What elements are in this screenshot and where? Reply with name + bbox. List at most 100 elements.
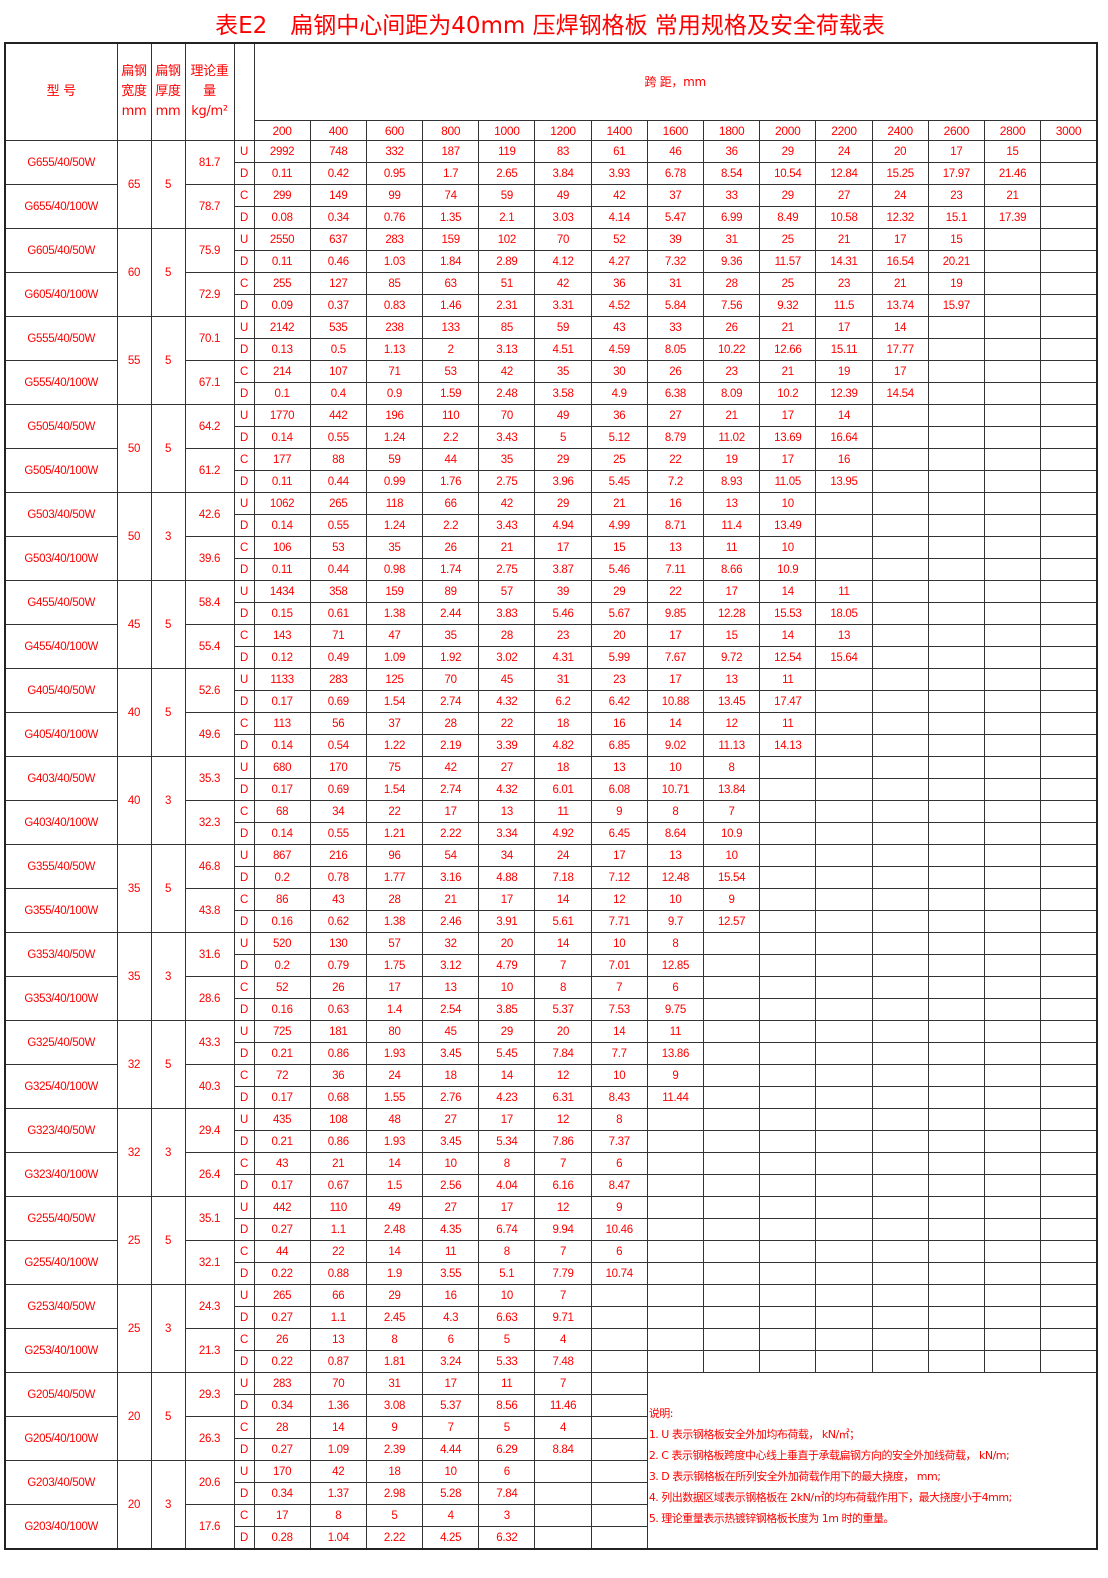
value-cell: 107 — [309, 360, 367, 383]
value-cell: 4 — [422, 1504, 480, 1527]
value-cell — [759, 1284, 817, 1307]
value-cell — [927, 932, 985, 955]
value-cell — [702, 1108, 761, 1131]
value-cell: 1.5 — [365, 1174, 424, 1197]
load-type: C — [233, 1152, 255, 1175]
theoretical-weight: 67.1 — [184, 360, 235, 405]
value-cell: 12 — [534, 1108, 592, 1131]
value-cell — [646, 1262, 705, 1285]
value-cell: 9 — [646, 1064, 705, 1087]
value-cell — [1040, 228, 1098, 251]
value-cell: 238 — [365, 316, 424, 339]
value-cell — [871, 470, 929, 493]
value-cell: 12.85 — [646, 954, 705, 977]
steel-thickness: 5 — [150, 1196, 186, 1285]
value-cell: 159 — [365, 580, 424, 603]
value-cell — [759, 1306, 817, 1329]
value-cell — [1040, 514, 1098, 537]
value-cell: 2.89 — [478, 250, 536, 273]
span-header: 1800 — [702, 120, 761, 141]
value-cell: 28 — [253, 1416, 311, 1439]
value-cell — [871, 624, 929, 647]
value-cell: 3.02 — [478, 646, 536, 669]
value-cell — [1040, 272, 1098, 295]
value-cell: 9.36 — [702, 250, 761, 273]
value-cell — [1040, 756, 1098, 779]
value-cell: 181 — [309, 1020, 367, 1043]
value-cell: 8 — [309, 1504, 367, 1527]
value-cell: 17.47 — [759, 690, 817, 713]
value-cell — [534, 1526, 592, 1550]
value-cell: 13 — [702, 492, 761, 515]
value-cell: 7 — [534, 1152, 592, 1175]
value-cell: 4.35 — [422, 1218, 480, 1241]
value-cell: 2.54 — [422, 998, 480, 1021]
value-cell: 2.46 — [422, 910, 480, 933]
value-cell — [927, 954, 985, 977]
value-cell: 4.04 — [478, 1174, 536, 1197]
theoretical-weight: 17.6 — [184, 1504, 235, 1550]
value-cell: 6 — [646, 976, 705, 999]
model-name: G405/40/50W — [4, 668, 118, 713]
table-row: G505/40/100W 61.2 C 177 88 59 44 35 29 25 22 19 17 16 — [4, 448, 1098, 493]
value-cell: 14.54 — [871, 382, 929, 405]
value-cell: 110 — [422, 404, 480, 427]
value-cell — [871, 800, 929, 823]
value-cell: 5.12 — [590, 426, 648, 449]
theoretical-weight: 64.2 — [184, 404, 235, 449]
value-cell: 1.24 — [365, 426, 424, 449]
value-cell: 21 — [478, 536, 536, 559]
value-cell: 43 — [253, 1152, 311, 1175]
value-cell: 96 — [365, 844, 424, 867]
theoretical-weight: 29.4 — [184, 1108, 235, 1153]
value-cell — [871, 822, 929, 845]
value-cell: 33 — [702, 184, 761, 207]
table-row: G403/40/50W 40 3 35.3 U 680 170 75 42 27 18 13 10 8 — [4, 756, 1098, 845]
table-row: G605/40/100W 72.9 C 255 127 85 63 51 42 36 31 28 25 2… — [4, 272, 1098, 317]
value-cell: 9.02 — [646, 734, 705, 757]
value-cell: 71 — [365, 360, 424, 383]
value-cell — [702, 1218, 761, 1241]
value-cell: 0.22 — [253, 1262, 311, 1285]
value-cell: 1.03 — [365, 250, 424, 273]
value-cell — [871, 1350, 929, 1373]
value-cell: 7.71 — [590, 910, 648, 933]
value-cell: 85 — [365, 272, 424, 295]
table-row: D 0.14 0.55 1.24 2.2 3.43 4.94 4.99 8.71 11.4 13.4… — [5, 514, 1098, 537]
value-cell: 9.85 — [646, 602, 705, 625]
value-cell — [871, 932, 929, 955]
value-cell: 1.7 — [422, 162, 480, 185]
value-cell: 6.31 — [534, 1086, 592, 1109]
value-cell — [646, 1218, 705, 1241]
value-cell — [983, 888, 1042, 911]
span-header: 2400 — [871, 120, 929, 141]
value-cell: 13 — [309, 1328, 367, 1351]
value-cell: 14 — [365, 1240, 424, 1263]
value-cell: 6.74 — [478, 1218, 536, 1241]
value-cell: 4.79 — [478, 954, 536, 977]
value-cell — [534, 1460, 592, 1483]
load-type: D — [233, 470, 255, 493]
value-cell — [871, 690, 929, 713]
theoretical-weight: 31.6 — [184, 932, 235, 977]
value-cell — [1040, 1086, 1098, 1109]
load-type: U — [233, 492, 255, 515]
value-cell — [1040, 646, 1098, 669]
value-cell — [1040, 426, 1098, 449]
value-cell: 16.54 — [871, 250, 929, 273]
value-cell: 520 — [253, 932, 311, 955]
value-cell — [871, 712, 929, 735]
value-cell: 14.31 — [815, 250, 873, 273]
value-cell: 1.59 — [422, 382, 480, 405]
value-cell: 70 — [478, 404, 536, 427]
table-row: D 0.21 0.86 1.93 3.45 5.34 7.86 7.37 — [5, 1130, 1098, 1153]
value-cell: 13 — [646, 844, 705, 867]
value-cell: 33 — [646, 316, 705, 339]
value-cell: 196 — [365, 404, 424, 427]
value-cell: 10 — [422, 1152, 480, 1175]
value-cell: 0.78 — [309, 866, 367, 889]
table-row: D 0.17 0.69 1.54 2.74 4.32 6.01 6.08 10.71 13.84 — [5, 778, 1098, 801]
value-cell — [871, 1108, 929, 1131]
value-cell: 0.69 — [309, 690, 367, 713]
steel-width: 50 — [116, 404, 152, 493]
